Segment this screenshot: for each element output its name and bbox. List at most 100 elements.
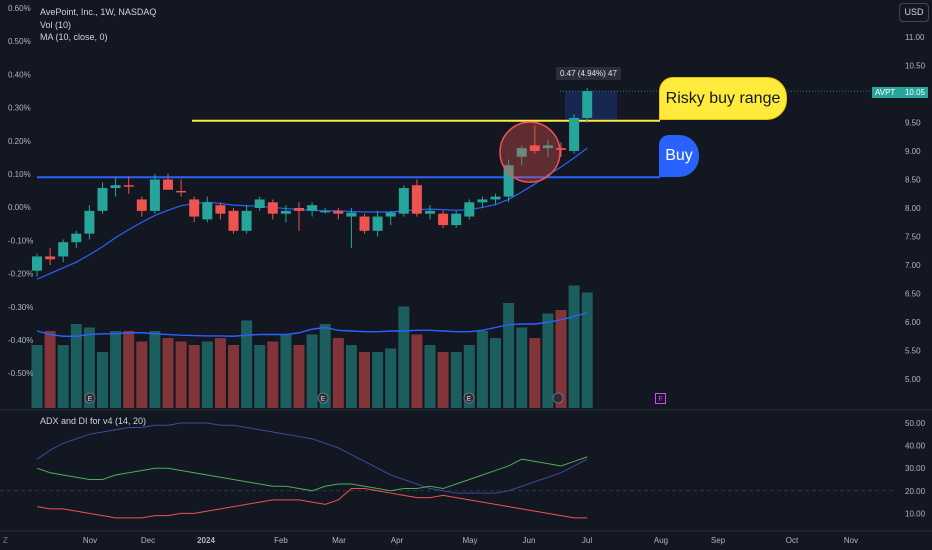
volume-bar: [437, 352, 449, 408]
candle-body: [189, 199, 200, 217]
percent-tick: -0.40%: [8, 336, 33, 345]
volume-bar: [44, 331, 56, 408]
price-tick: 6.50: [905, 290, 921, 299]
adx-line: [36, 422, 588, 494]
measure-label: 0.47 (4.94%) 47: [556, 67, 621, 80]
candle-body: [58, 242, 69, 257]
volume-bar: [529, 338, 541, 408]
candle-body: [451, 213, 462, 226]
percent-tick: 0.50%: [8, 37, 31, 46]
candle-body: [542, 145, 553, 149]
volume-bar: [201, 341, 213, 408]
candle-body: [333, 210, 344, 214]
financials-marker[interactable]: F: [655, 393, 666, 404]
candle-body: [556, 148, 566, 150]
percent-tick: -0.50%: [8, 369, 33, 378]
adx-legend: ADX and DI for v4 (14, 20): [40, 416, 147, 426]
earnings-icon: E: [467, 396, 472, 403]
earnings-marker: [463, 392, 475, 404]
symbol-label: AvePoint, Inc., 1W, NASDAQ: [40, 7, 157, 17]
candle-body: [254, 199, 265, 208]
volume-bar: [188, 345, 200, 408]
percent-tick: 0.30%: [8, 104, 31, 113]
time-label: Sep: [711, 536, 726, 545]
di-minus-line: [36, 488, 588, 519]
volume-bar: [149, 331, 161, 408]
volume-bar: [214, 338, 226, 408]
candle-body: [516, 148, 527, 157]
earnings-icon: E: [88, 396, 93, 403]
candle-body: [490, 196, 501, 200]
volume-bar: [70, 324, 82, 408]
volume-bar: [490, 338, 501, 408]
volume-bar: [110, 331, 122, 408]
time-label: Nov: [83, 536, 97, 545]
chart-legend: AvePoint, Inc., 1W, NASDAQ Vol (10) MA (…: [40, 6, 156, 44]
time-label: Jul: [582, 536, 592, 545]
price-tick: 6.00: [905, 318, 921, 327]
ma-legend: MA (10, close, 0): [40, 32, 108, 42]
price-tick: 5.00: [905, 375, 921, 384]
time-label: Aug: [654, 536, 668, 545]
volume-bar: [57, 345, 69, 408]
volume-bar: [162, 338, 174, 408]
candle-body: [202, 202, 213, 220]
candle-body: [582, 91, 593, 118]
earnings-icon: E: [321, 396, 326, 403]
volume-bar: [254, 345, 266, 408]
candle-body: [529, 145, 540, 151]
candle-body: [320, 210, 331, 213]
candle-body: [241, 210, 252, 231]
candle-body: [503, 165, 514, 197]
candle-body: [398, 188, 409, 214]
dividend-marker: [552, 392, 564, 404]
percent-tick: -0.30%: [8, 303, 33, 312]
volume-legend: Vol (10): [40, 19, 72, 30]
volume-bar: [476, 331, 488, 408]
volume-bar: [319, 324, 331, 408]
volume-bar: [31, 345, 43, 408]
buy-callout[interactable]: Buy: [659, 135, 699, 177]
candle-body: [307, 205, 318, 211]
time-label: Jun: [523, 536, 536, 545]
candle-body: [385, 212, 396, 217]
candle-body: [136, 199, 147, 211]
price-tick: 5.50: [905, 347, 921, 356]
candle-body: [32, 256, 42, 271]
volume-bar: [568, 285, 580, 408]
candle-body: [569, 117, 580, 151]
currency-button[interactable]: USD: [899, 3, 929, 22]
volume-bar: [293, 345, 305, 408]
candle-body: [215, 205, 226, 214]
price-tag: AVPT 10.05: [872, 87, 928, 98]
time-label: 2024: [197, 536, 215, 545]
candle-body: [464, 202, 475, 217]
price-tag-ticker: AVPT: [875, 88, 896, 97]
volume-bar: [516, 327, 528, 408]
time-label: Oct: [786, 536, 799, 545]
volume-bar: [581, 292, 593, 408]
candle-body: [110, 185, 121, 189]
risky-buy-callout[interactable]: Risky buy range: [659, 77, 787, 120]
time-label: Feb: [274, 536, 288, 545]
adx-tick: 10.00: [905, 509, 926, 518]
adx-tick: 40.00: [905, 442, 926, 451]
candle-body: [359, 216, 370, 231]
volume-bar: [463, 345, 475, 408]
candle-body: [45, 256, 56, 260]
candle-body: [438, 213, 449, 226]
price-tick: 9.50: [905, 119, 921, 128]
volume-bar: [345, 345, 357, 408]
candle-body: [163, 179, 173, 190]
candle-body: [84, 210, 95, 234]
adx-tick: 20.00: [905, 487, 926, 496]
volume-bar: [228, 345, 239, 408]
volume-bar: [267, 341, 279, 408]
price-tick: 8.50: [905, 176, 921, 185]
price-tick: 7.50: [905, 233, 921, 242]
volume-bar: [359, 352, 370, 408]
candle-body: [477, 199, 488, 203]
candle-body: [176, 190, 187, 193]
percent-tick: 0.60%: [8, 4, 31, 13]
